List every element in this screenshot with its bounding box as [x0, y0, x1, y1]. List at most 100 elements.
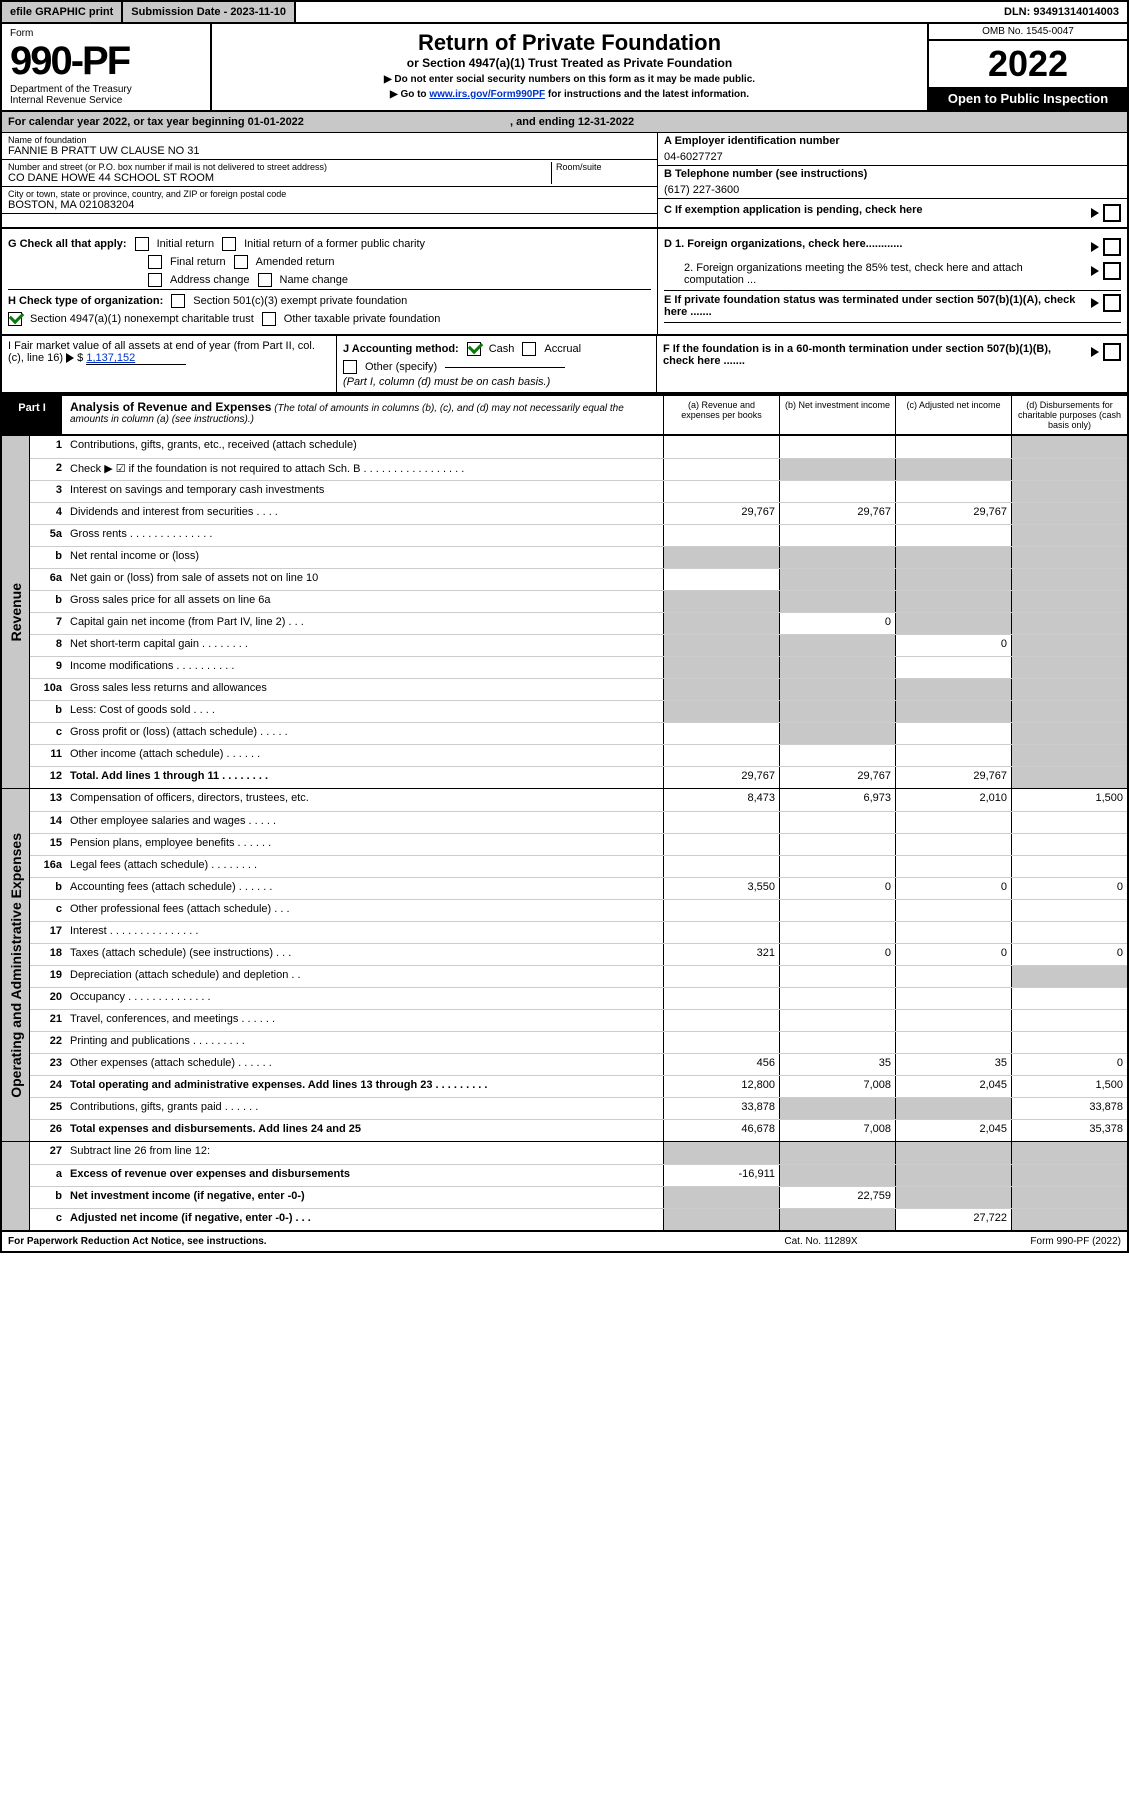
line-desc: Total. Add lines 1 through 11 . . . . . … [66, 767, 663, 788]
line-desc: Legal fees (attach schedule) . . . . . .… [66, 856, 663, 877]
form-title: Return of Private Foundation [218, 30, 921, 56]
g6-checkbox[interactable] [258, 273, 272, 287]
col-c-header: (c) Adjusted net income [895, 396, 1011, 434]
line-desc: Net gain or (loss) from sale of assets n… [66, 569, 663, 590]
cell-d [1011, 436, 1127, 458]
line-desc: Less: Cost of goods sold . . . . [66, 701, 663, 722]
city-field: City or town, state or province, country… [2, 187, 657, 214]
cell-a [663, 436, 779, 458]
cell-b [779, 1098, 895, 1119]
cell-d [1011, 745, 1127, 766]
h-label: H Check type of organization: [8, 295, 163, 307]
cell-b [779, 1142, 895, 1164]
i-block: I Fair market value of all assets at end… [2, 336, 337, 392]
cell-d [1011, 767, 1127, 788]
g5-checkbox[interactable] [148, 273, 162, 287]
cell-b: 6,973 [779, 789, 895, 811]
cell-a [663, 525, 779, 546]
g1-checkbox[interactable] [135, 237, 149, 251]
cell-a [663, 547, 779, 568]
cell-b [779, 1010, 895, 1031]
cell-c [895, 966, 1011, 987]
cell-c: 2,045 [895, 1076, 1011, 1097]
h2-checkbox[interactable] [8, 312, 22, 326]
cell-d: 0 [1011, 1054, 1127, 1075]
goto-line: ▶ Go to www.irs.gov/Form990PF for instru… [218, 89, 921, 100]
f-block: F If the foundation is in a 60-month ter… [657, 336, 1127, 392]
expenses-label: Operating and Administrative Expenses [8, 833, 24, 1098]
addr-label: Number and street (or P.O. box number if… [8, 162, 551, 172]
table-row: 4Dividends and interest from securities … [30, 502, 1127, 524]
h1-checkbox[interactable] [171, 294, 185, 308]
j1-checkbox[interactable] [467, 342, 481, 356]
cell-d: 35,378 [1011, 1120, 1127, 1141]
table-row: 2Check ▶ ☑ if the foundation is not requ… [30, 458, 1127, 480]
cell-a [663, 701, 779, 722]
irs-link[interactable]: www.irs.gov/Form990PF [429, 89, 545, 100]
dln-label: DLN: 93491314014003 [996, 2, 1127, 22]
line-number: 18 [30, 944, 66, 965]
addr-col: Number and street (or P.O. box number if… [8, 162, 551, 184]
cell-b [779, 1209, 895, 1230]
table-row: 15Pension plans, employee benefits . . .… [30, 833, 1127, 855]
cell-d [1011, 856, 1127, 877]
part1-title: Analysis of Revenue and Expenses [70, 400, 271, 414]
cell-a [663, 966, 779, 987]
c-checkbox[interactable] [1103, 204, 1121, 222]
dept-treasury: Department of the Treasury [10, 84, 202, 95]
cell-b [779, 481, 895, 502]
cell-c: 27,722 [895, 1209, 1011, 1230]
cell-d [1011, 1010, 1127, 1031]
name-label: Name of foundation [8, 135, 651, 145]
cell-a [663, 481, 779, 502]
j3-checkbox[interactable] [343, 360, 357, 374]
line-number: b [30, 1187, 66, 1208]
cell-d [1011, 812, 1127, 833]
submission-date: Submission Date - 2023-11-10 [123, 2, 296, 22]
line-desc: Other expenses (attach schedule) . . . .… [66, 1054, 663, 1075]
e-line: E If private foundation status was termi… [664, 291, 1121, 323]
cell-b [779, 922, 895, 943]
line-desc: Taxes (attach schedule) (see instruction… [66, 944, 663, 965]
cell-c: 0 [895, 635, 1011, 656]
g2-checkbox[interactable] [222, 237, 236, 251]
cell-a: 3,550 [663, 878, 779, 899]
room-col: Room/suite [551, 162, 651, 184]
cell-d [1011, 481, 1127, 502]
line-number: 19 [30, 966, 66, 987]
f-checkbox[interactable] [1103, 343, 1121, 361]
arrow-icon [1091, 208, 1099, 218]
cell-d [1011, 1187, 1127, 1208]
cell-d [1011, 569, 1127, 590]
line-number: b [30, 878, 66, 899]
j2-checkbox[interactable] [522, 342, 536, 356]
table-row: 1Contributions, gifts, grants, etc., rec… [30, 436, 1127, 458]
expense-lines: 13Compensation of officers, directors, t… [30, 789, 1127, 1141]
line-number: 24 [30, 1076, 66, 1097]
g4-checkbox[interactable] [234, 255, 248, 269]
e-checkbox[interactable] [1103, 294, 1121, 312]
net-section: 27Subtract line 26 from line 12:aExcess … [2, 1142, 1127, 1232]
table-row: 25Contributions, gifts, grants paid . . … [30, 1097, 1127, 1119]
d1-checkbox[interactable] [1103, 238, 1121, 256]
line-desc: Travel, conferences, and meetings . . . … [66, 1010, 663, 1031]
cell-a [663, 1032, 779, 1053]
line-number: 13 [30, 789, 66, 811]
cell-a [663, 1187, 779, 1208]
cell-b [779, 679, 895, 700]
efile-label: efile GRAPHIC print [2, 2, 123, 22]
checks-left: G Check all that apply: Initial return I… [2, 229, 657, 334]
line-desc: Compensation of officers, directors, tru… [66, 789, 663, 811]
h3-checkbox[interactable] [262, 312, 276, 326]
goto-suffix: for instructions and the latest informat… [545, 89, 749, 100]
cell-a: 29,767 [663, 503, 779, 524]
line-desc: Total expenses and disbursements. Add li… [66, 1120, 663, 1141]
cell-c: 29,767 [895, 503, 1011, 524]
cell-a [663, 679, 779, 700]
g3-checkbox[interactable] [148, 255, 162, 269]
cell-b [779, 1165, 895, 1186]
line-number: 14 [30, 812, 66, 833]
cell-d [1011, 547, 1127, 568]
d2-checkbox[interactable] [1103, 262, 1121, 280]
i-value[interactable]: 1,137,152 [86, 352, 186, 365]
